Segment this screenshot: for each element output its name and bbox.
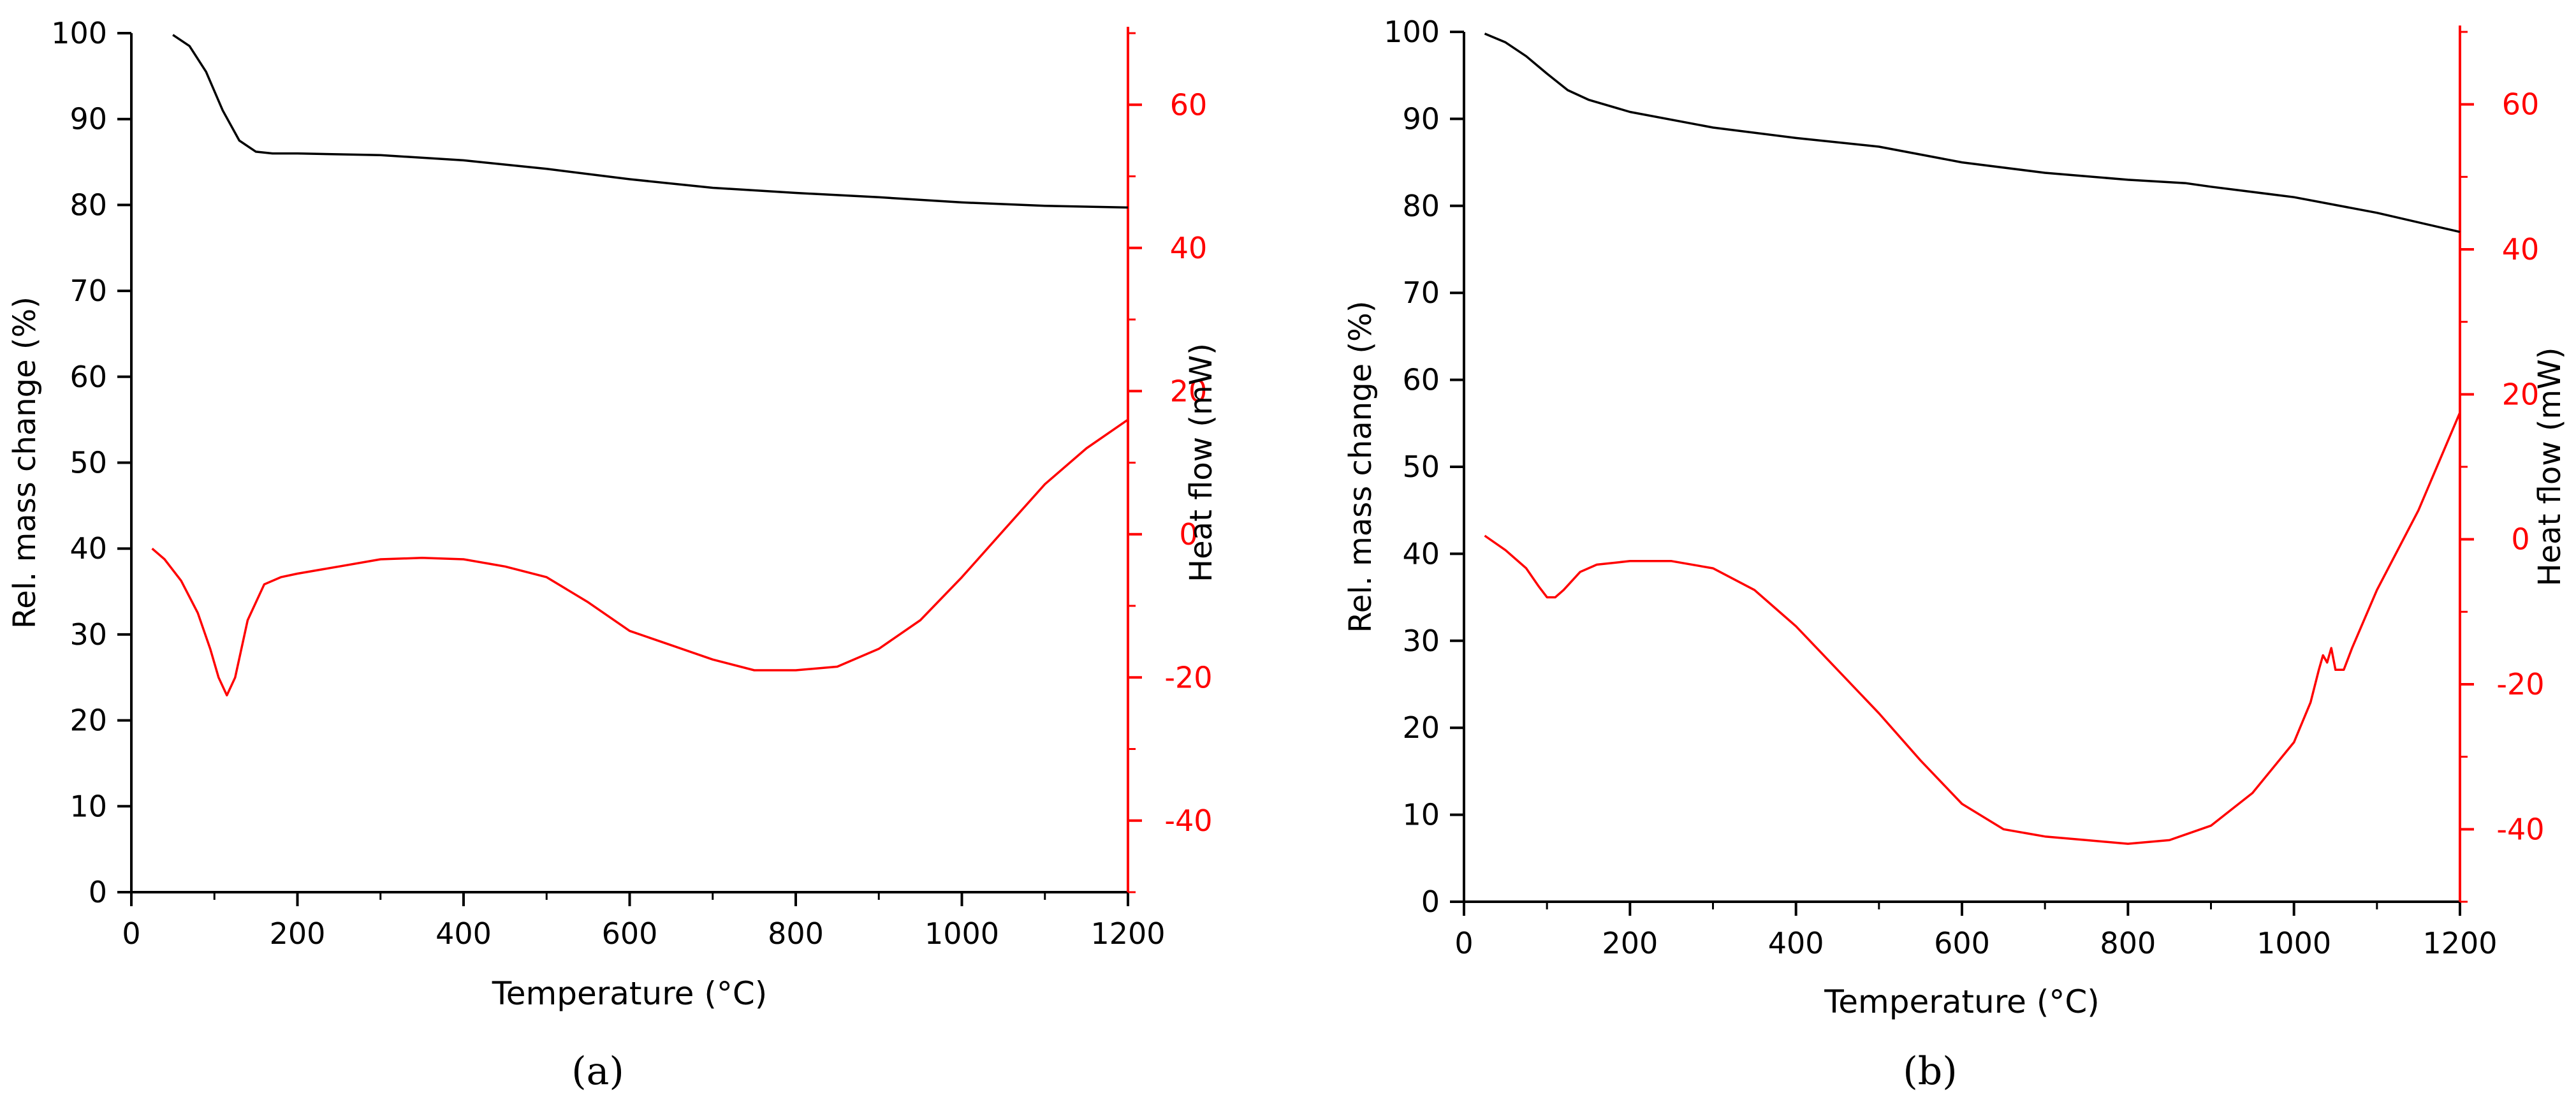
y-tick-label: 30 <box>70 617 107 652</box>
panel-label-b: (b) <box>1903 1049 1957 1094</box>
y2-tick-label: 20 <box>2502 377 2540 411</box>
x-tick-label: 200 <box>270 916 326 951</box>
y-tick-label: 40 <box>70 531 107 566</box>
y-tick-label: 70 <box>70 274 107 308</box>
mass-change-line-b <box>1484 33 2461 233</box>
y-tick-label: 80 <box>70 187 107 222</box>
x-axis-label: Temperature (°C) <box>492 975 768 1012</box>
panel-label-a: (a) <box>571 1049 624 1094</box>
y-axis-label: Rel. mass change (%) <box>7 297 43 629</box>
x-tick-label: 600 <box>1934 926 1990 960</box>
y-tick-label: 100 <box>1384 15 1440 49</box>
x-tick-label: 0 <box>1454 926 1473 960</box>
y-tick-label: 100 <box>51 16 107 50</box>
y2-tick-label: 60 <box>1170 87 1208 122</box>
mass-change-line-a <box>172 34 1129 209</box>
y2-tick-label: 60 <box>2502 87 2540 122</box>
y-axis-label: Rel. mass change (%) <box>1343 301 1379 633</box>
y-tick-label: 0 <box>1421 885 1440 919</box>
x-tick-label: 800 <box>768 916 824 951</box>
y-tick-label: 60 <box>70 360 107 394</box>
x-tick-label: 400 <box>1768 926 1824 960</box>
x-tick-label: 1200 <box>1090 916 1165 951</box>
y-tick-label: 70 <box>1402 275 1440 310</box>
x-tick-label: 0 <box>122 916 140 951</box>
y2-tick-label: 0 <box>2511 522 2529 557</box>
y2-tick-label: -20 <box>2496 667 2544 701</box>
y-tick-label: 40 <box>1402 536 1440 571</box>
chart-a: 0 200 400 600 800 1000 12000102030405060708090… <box>7 16 1219 1094</box>
y-tick-label: 0 <box>89 875 107 909</box>
y-tick-label: 90 <box>70 102 107 136</box>
x-tick-label: 1000 <box>2257 926 2331 960</box>
y-tick-label: 50 <box>70 446 107 480</box>
y-tick-label: 90 <box>1402 101 1440 136</box>
heat-flow-line-b <box>1484 412 2461 845</box>
y2-tick-label: 20 <box>1170 374 1208 408</box>
y2-tick-label: 40 <box>2502 232 2540 267</box>
x-tick-label: 600 <box>602 916 658 951</box>
x-tick-label: 400 <box>435 916 492 951</box>
x-tick-label: 800 <box>2100 926 2156 960</box>
y2-axis-label: Heat flow (mW) <box>2532 348 2568 587</box>
y-tick-label: 60 <box>1402 363 1440 397</box>
y-tick-label: 20 <box>1402 710 1440 745</box>
x-tick-label: 1200 <box>2422 926 2497 960</box>
x-tick-label: 1000 <box>925 916 999 951</box>
y2-tick-label: -40 <box>1164 804 1212 838</box>
x-axis-label: Temperature (°C) <box>1824 983 2100 1020</box>
heat-flow-line-a <box>151 418 1129 697</box>
y2-tick-label: -20 <box>1164 660 1212 694</box>
y-tick-label: 50 <box>1402 450 1440 484</box>
chart-b: 0 200 400 600 800 1000 12000102030405060708090… <box>1343 15 2568 1094</box>
y2-tick-label: -40 <box>2496 812 2544 846</box>
y2-tick-label: 40 <box>1170 231 1208 265</box>
y-tick-label: 80 <box>1402 189 1440 223</box>
y-tick-label: 10 <box>1402 798 1440 832</box>
y-tick-label: 20 <box>70 703 107 738</box>
y2-tick-label: 0 <box>1179 517 1197 552</box>
y-tick-label: 30 <box>1402 624 1440 658</box>
x-tick-label: 200 <box>1602 926 1658 960</box>
y-tick-label: 10 <box>70 789 107 823</box>
y2-axis-label: Heat flow (mW) <box>1183 343 1219 582</box>
